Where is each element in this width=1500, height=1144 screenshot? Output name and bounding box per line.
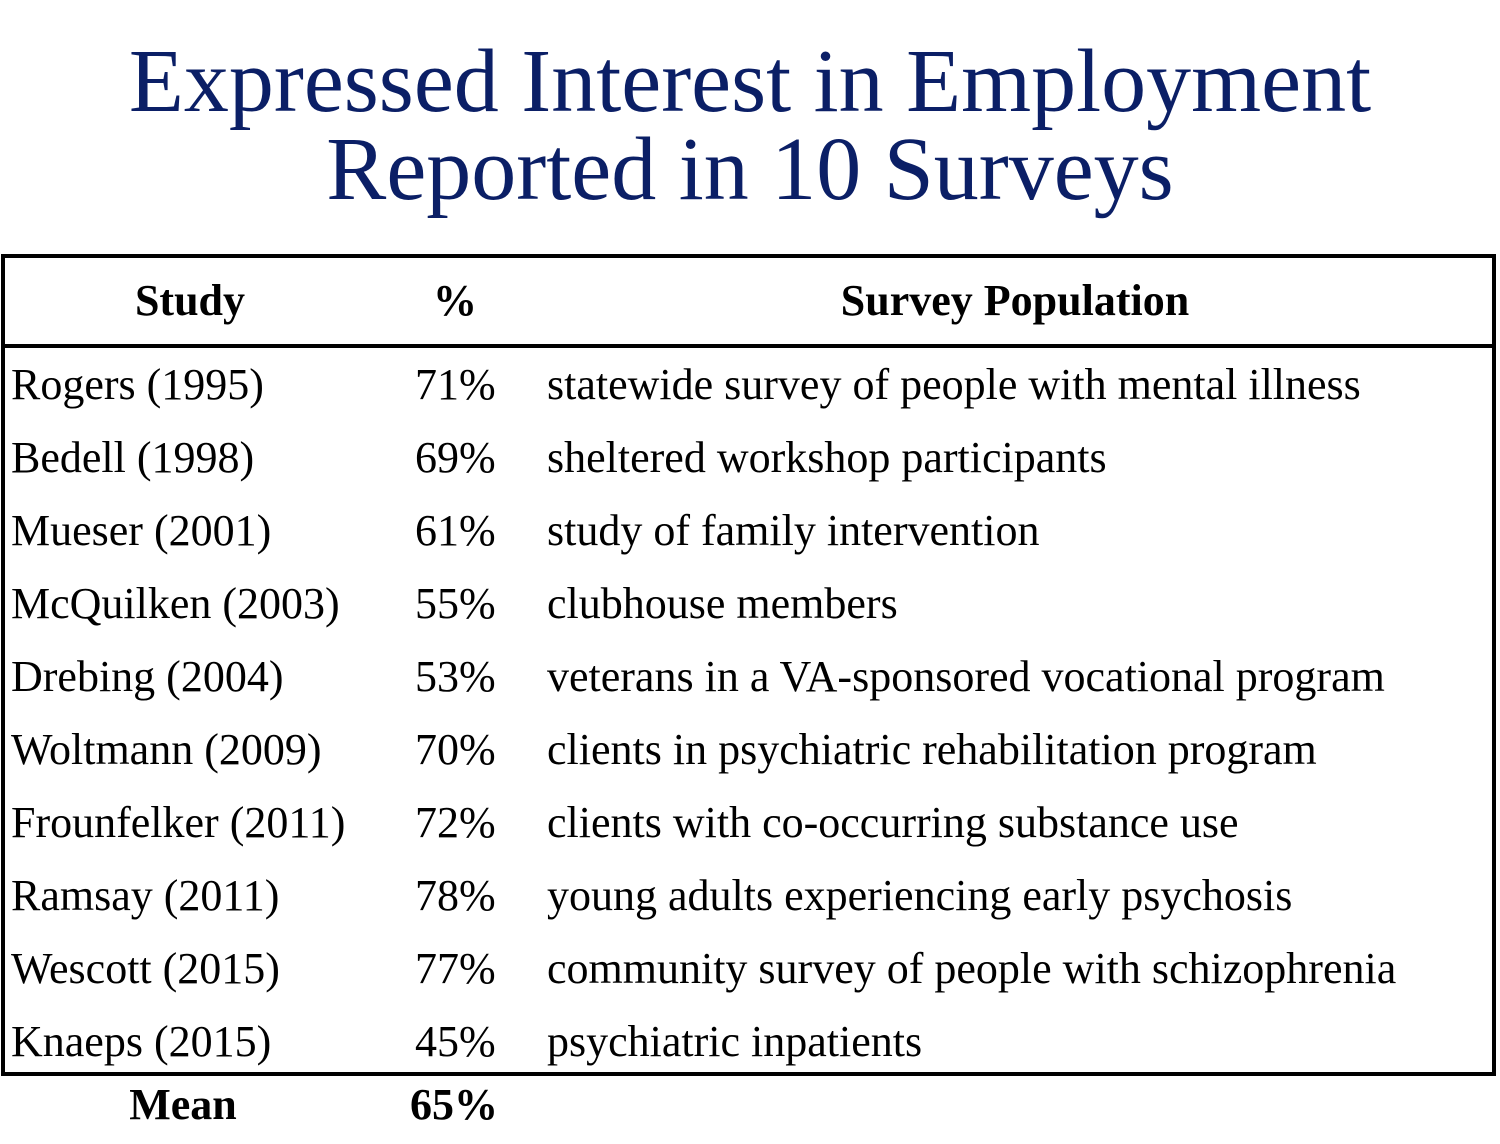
cell-percent: 69% [415, 433, 496, 482]
cell-percent: 77% [415, 944, 496, 993]
table-row: Knaeps (2015) 45% psychiatric inpatients [5, 1005, 1492, 1078]
cell-population: community survey of people with schizoph… [547, 944, 1397, 993]
table-row: Wescott (2015) 77% community survey of p… [5, 932, 1492, 1005]
table-row: Drebing (2004) 53% veterans in a VA-spon… [5, 640, 1492, 713]
title-line-2: Reported in 10 Surveys [326, 120, 1174, 219]
cell-population: sheltered workshop participants [547, 433, 1107, 482]
cell-percent: 72% [415, 798, 496, 847]
cell-percent: 61% [415, 506, 496, 555]
cell-study: Ramsay (2011) [11, 871, 280, 920]
cell-percent: 78% [415, 871, 496, 920]
mean-value: 65% [410, 1080, 498, 1129]
cell-population: statewide survey of people with mental i… [547, 360, 1361, 409]
cell-percent: 53% [415, 652, 496, 701]
cell-population: study of family intervention [547, 506, 1040, 555]
mean-row: Mean 65% [0, 1072, 1500, 1138]
table-row: Woltmann (2009) 70% clients in psychiatr… [5, 713, 1492, 786]
table-row: Frounfelker (2011) 72% clients with co-o… [5, 786, 1492, 859]
header-study: Study [134, 276, 246, 325]
cell-study: Wescott (2015) [11, 944, 280, 993]
survey-table: Study % Survey Population Rogers (1995) … [1, 254, 1496, 1076]
cell-population: clients in psychiatric rehabilitation pr… [547, 725, 1317, 774]
cell-study: Mueser (2001) [11, 506, 272, 555]
table-row: Rogers (1995) 71% statewide survey of pe… [5, 348, 1492, 421]
cell-percent: 55% [415, 579, 496, 628]
table-row: McQuilken (2003) 55% clubhouse members [5, 567, 1492, 640]
cell-study: Drebing (2004) [11, 652, 284, 701]
table-row: Bedell (1998) 69% sheltered workshop par… [5, 421, 1492, 494]
header-population: Survey Population [840, 276, 1190, 325]
header-percent: % [433, 276, 477, 325]
cell-population: clients with co-occurring substance use [547, 798, 1239, 847]
cell-study: Frounfelker (2011) [11, 798, 346, 847]
cell-population: clubhouse members [547, 579, 898, 628]
cell-percent: 45% [415, 1017, 496, 1066]
cell-percent: 71% [415, 360, 496, 409]
table-row: Ramsay (2011) 78% young adults experienc… [5, 859, 1492, 932]
title-line-1: Expressed Interest in Employment [128, 32, 1372, 131]
page-title: Expressed Interest in Employment Reporte… [0, 32, 1500, 219]
cell-study: Bedell (1998) [11, 433, 255, 482]
cell-population: young adults experiencing early psychosi… [547, 871, 1293, 920]
mean-label: Mean [129, 1080, 237, 1129]
table-header-row: Study % Survey Population [5, 258, 1492, 348]
table-row: Mueser (2001) 61% study of family interv… [5, 494, 1492, 567]
cell-study: Knaeps (2015) [11, 1017, 272, 1066]
cell-population: veterans in a VA-sponsored vocational pr… [547, 652, 1385, 701]
cell-study: McQuilken (2003) [11, 579, 340, 628]
cell-percent: 70% [415, 725, 496, 774]
cell-study: Woltmann (2009) [11, 725, 322, 774]
cell-population: psychiatric inpatients [547, 1017, 923, 1066]
cell-study: Rogers (1995) [11, 360, 264, 409]
